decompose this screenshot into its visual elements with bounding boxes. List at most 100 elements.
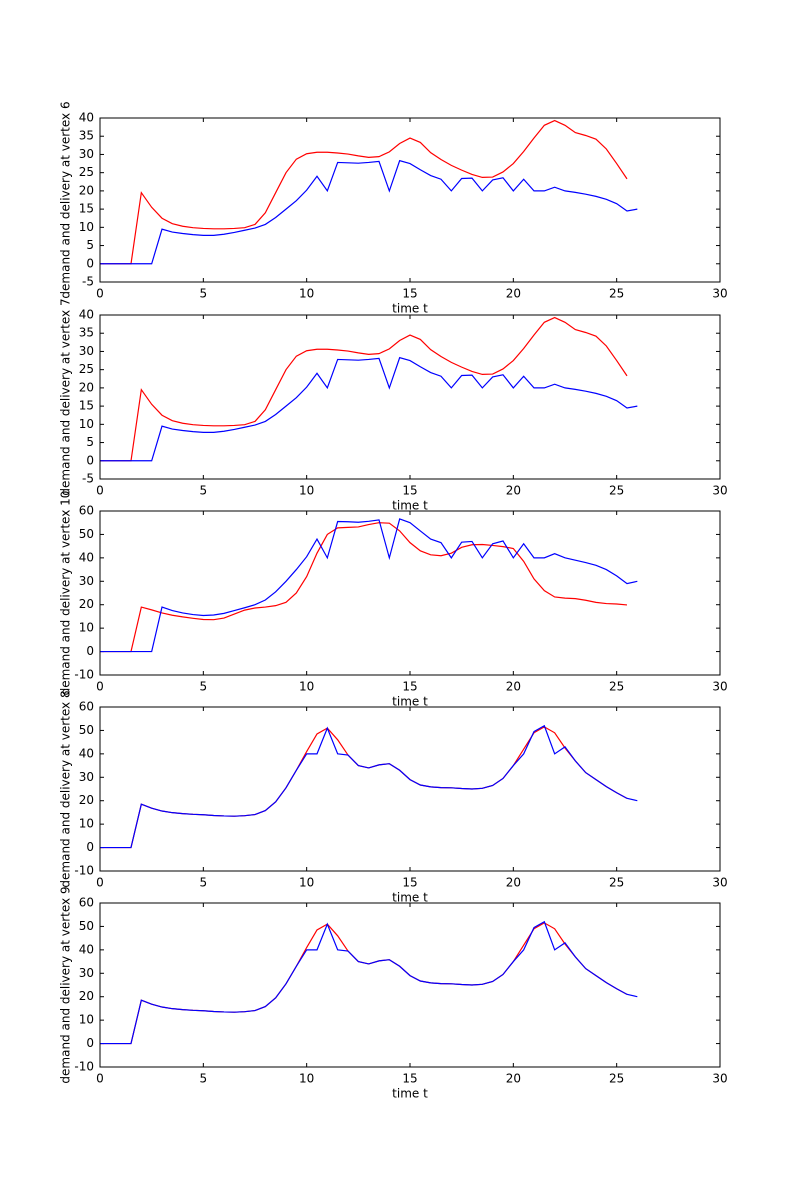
- x-tick-label: 25: [609, 1072, 624, 1086]
- x-tick-label: 30: [712, 287, 727, 301]
- x-tick-label: 20: [506, 680, 521, 694]
- x-tick-label: 15: [402, 484, 417, 498]
- y-tick-label: 20: [79, 183, 94, 197]
- x-tick-label: 15: [402, 876, 417, 890]
- y-tick-label: 15: [79, 202, 94, 216]
- y-tick-label: 20: [79, 793, 94, 807]
- series-line: [100, 922, 628, 1045]
- y-tick-label: -5: [82, 275, 94, 289]
- x-axis-label: time t: [392, 695, 428, 709]
- y-tick-label: 50: [79, 527, 94, 541]
- series-line: [100, 159, 638, 265]
- x-tick-label: 30: [712, 484, 727, 498]
- y-tick-label: 10: [79, 1013, 94, 1027]
- x-tick-label: 5: [200, 876, 208, 890]
- series-line: [100, 356, 638, 462]
- x-tick-label: 0: [96, 287, 104, 301]
- y-tick-label: 30: [79, 770, 94, 784]
- y-tick-label: 0: [86, 256, 94, 270]
- y-tick-label: 30: [79, 344, 94, 358]
- x-axis-label: time t: [392, 302, 428, 316]
- x-tick-label: 5: [200, 484, 208, 498]
- series-line: [100, 726, 628, 849]
- x-tick-label: 30: [712, 680, 727, 694]
- y-tick-label: 30: [79, 966, 94, 980]
- y-tick-label: 25: [79, 362, 94, 376]
- y-tick-label: 20: [79, 380, 94, 394]
- y-tick-label: 10: [79, 621, 94, 635]
- y-tick-label: 60: [79, 700, 94, 714]
- series-line: [100, 119, 628, 265]
- x-tick-label: 5: [200, 680, 208, 694]
- x-tick-label: 15: [402, 287, 417, 301]
- x-axis-label: time t: [392, 891, 428, 905]
- x-tick-label: 5: [200, 1072, 208, 1086]
- plot-frame: [99, 510, 721, 676]
- y-axis-label: demand and delivery at vertex 9: [59, 886, 73, 1083]
- y-tick-label: 40: [79, 746, 94, 760]
- x-tick-label: 10: [299, 680, 314, 694]
- y-tick-label: 35: [79, 326, 94, 340]
- y-tick-label: 50: [79, 723, 94, 737]
- y-tick-label: 40: [79, 111, 94, 125]
- y-tick-label: 30: [79, 147, 94, 161]
- y-tick-label: 5: [86, 238, 94, 252]
- series-line: [100, 522, 628, 653]
- x-tick-label: 30: [712, 1072, 727, 1086]
- y-tick-label: -10: [74, 668, 94, 682]
- plot-frame: [99, 314, 721, 480]
- y-tick-label: 35: [79, 129, 94, 143]
- x-axis-label: time t: [392, 1087, 428, 1101]
- y-axis-label: demand and delivery at vertex 6: [59, 101, 73, 298]
- x-tick-label: 25: [609, 680, 624, 694]
- x-tick-label: 0: [96, 484, 104, 498]
- y-tick-label: 25: [79, 165, 94, 179]
- x-axis-label: time t: [392, 499, 428, 513]
- x-tick-label: 15: [402, 1072, 417, 1086]
- x-tick-label: 25: [609, 484, 624, 498]
- y-tick-label: 10: [79, 220, 94, 234]
- x-tick-label: 15: [402, 680, 417, 694]
- y-tick-label: 40: [79, 550, 94, 564]
- plot-frame: [99, 706, 721, 872]
- y-tick-label: -5: [82, 472, 94, 486]
- y-tick-label: 20: [79, 597, 94, 611]
- x-tick-label: 0: [96, 1072, 104, 1086]
- x-tick-label: 20: [506, 484, 521, 498]
- y-tick-label: 20: [79, 989, 94, 1003]
- y-tick-label: 0: [86, 453, 94, 467]
- x-tick-label: 20: [506, 287, 521, 301]
- x-tick-label: 10: [299, 1072, 314, 1086]
- series-line: [100, 920, 638, 1045]
- y-tick-label: 10: [79, 417, 94, 431]
- y-tick-label: -10: [74, 1060, 94, 1074]
- y-axis-label: demand and delivery at vertex 7: [59, 298, 73, 495]
- x-tick-label: 20: [506, 1072, 521, 1086]
- x-tick-label: 5: [200, 287, 208, 301]
- y-tick-label: 30: [79, 574, 94, 588]
- y-tick-label: 60: [79, 504, 94, 518]
- plot-frame: [99, 117, 721, 283]
- x-tick-label: 10: [299, 876, 314, 890]
- y-axis-label: demand and delivery at vertex 8: [59, 690, 73, 887]
- y-tick-label: 0: [86, 840, 94, 854]
- y-tick-label: 40: [79, 308, 94, 322]
- y-tick-label: 60: [79, 896, 94, 910]
- x-tick-label: 0: [96, 680, 104, 694]
- x-tick-label: 20: [506, 876, 521, 890]
- series-line: [100, 316, 628, 462]
- series-line: [100, 518, 638, 653]
- y-tick-label: -10: [74, 864, 94, 878]
- y-tick-label: 40: [79, 942, 94, 956]
- x-tick-label: 25: [609, 287, 624, 301]
- y-tick-label: 5: [86, 435, 94, 449]
- y-tick-label: 0: [86, 1036, 94, 1050]
- x-tick-label: 25: [609, 876, 624, 890]
- y-tick-label: 50: [79, 919, 94, 933]
